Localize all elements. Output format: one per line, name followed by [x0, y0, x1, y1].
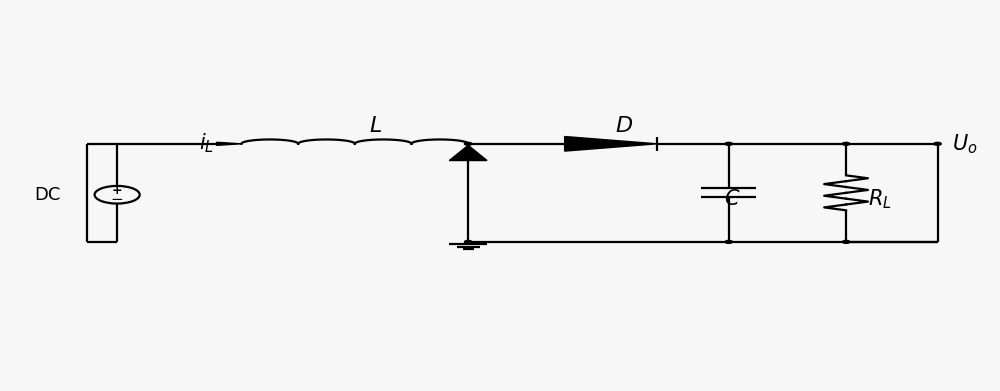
- Polygon shape: [217, 142, 241, 145]
- Circle shape: [934, 142, 941, 145]
- Circle shape: [842, 142, 850, 145]
- Text: −: −: [111, 192, 124, 207]
- Text: $C$: $C$: [724, 189, 740, 209]
- Text: +: +: [112, 184, 122, 197]
- Polygon shape: [449, 145, 487, 161]
- Text: $\boldsymbol{i_L}$: $\boldsymbol{i_L}$: [199, 131, 214, 155]
- Text: $R_L$: $R_L$: [868, 188, 892, 211]
- Text: $D$: $D$: [615, 117, 633, 136]
- Circle shape: [725, 240, 732, 243]
- Text: DC: DC: [34, 186, 60, 204]
- Circle shape: [725, 142, 732, 145]
- Circle shape: [842, 240, 850, 243]
- Circle shape: [464, 240, 472, 243]
- Text: $L$: $L$: [369, 117, 382, 136]
- Text: $U_o$: $U_o$: [952, 132, 978, 156]
- Polygon shape: [565, 136, 657, 151]
- Circle shape: [464, 142, 472, 145]
